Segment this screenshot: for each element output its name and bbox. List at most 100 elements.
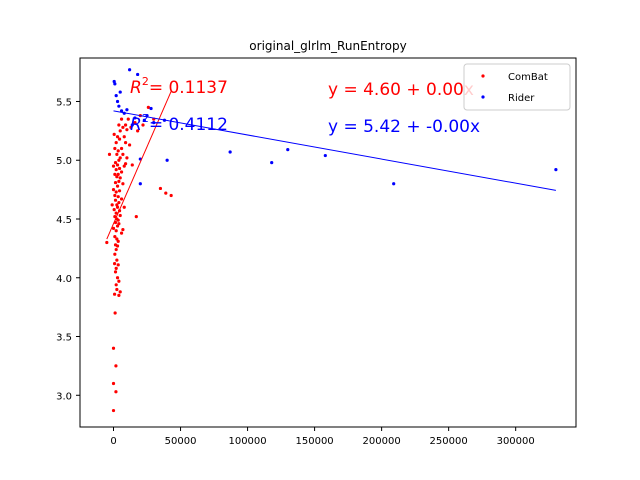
combat-point xyxy=(116,195,120,199)
combat-point xyxy=(121,182,125,186)
combat-point xyxy=(115,276,120,280)
rider-r2-annotation: R2= 0.4112 xyxy=(130,112,228,135)
points-layer xyxy=(105,68,558,413)
combat-point xyxy=(113,146,117,151)
combat-point xyxy=(105,240,109,245)
combat-point xyxy=(111,381,116,386)
combat-point xyxy=(107,152,112,156)
combat-r2-value: = 0.1137 xyxy=(149,78,228,98)
combat-point xyxy=(115,135,120,139)
combat-point xyxy=(114,364,118,368)
combat-point xyxy=(123,123,128,127)
combat-point xyxy=(117,279,121,283)
combat-point xyxy=(115,184,120,188)
combat-point xyxy=(114,229,118,233)
rider-equation-annotation: y = 5.42 + -0.00x xyxy=(328,117,480,137)
combat-point xyxy=(115,175,119,179)
chart-title: original_glrlm_RunEntropy xyxy=(249,39,406,53)
combat-point xyxy=(117,137,122,141)
combat-point xyxy=(119,170,124,174)
combat-point xyxy=(113,235,117,239)
legend-marker-rider xyxy=(481,95,485,99)
combat-point xyxy=(118,213,122,218)
combat-point xyxy=(126,117,130,121)
combat-point xyxy=(117,293,121,297)
combat-point xyxy=(115,258,119,262)
rider-point xyxy=(286,148,290,152)
combat-point xyxy=(113,193,117,198)
legend: ComBat Rider xyxy=(463,63,571,111)
rider-r2-value: = 0.4112 xyxy=(149,115,228,135)
rider-point xyxy=(165,158,169,162)
combat-point xyxy=(118,176,122,180)
combat-point xyxy=(113,198,118,202)
combat-point xyxy=(123,141,128,145)
combat-point xyxy=(123,162,128,166)
combat-point xyxy=(113,215,117,219)
x-tick-label: 150000 xyxy=(296,436,334,447)
combat-point xyxy=(116,239,120,243)
legend-label-combat: ComBat xyxy=(508,72,548,83)
combat-point xyxy=(114,211,118,215)
y-tick-label: 4.5 xyxy=(56,215,72,226)
rider-point xyxy=(149,106,153,111)
combat-point xyxy=(116,218,120,222)
combat-point xyxy=(129,125,133,129)
combat-point xyxy=(115,287,119,292)
x-tick-label: 100000 xyxy=(228,436,266,447)
combat-point xyxy=(111,188,116,192)
rider-point xyxy=(136,72,140,77)
combat-point xyxy=(122,135,126,139)
combat-point xyxy=(121,152,125,156)
rider-point xyxy=(138,182,142,186)
combat-point xyxy=(121,125,125,129)
rider-point xyxy=(142,118,146,122)
combat-point xyxy=(125,156,129,160)
x-tick-label: 200000 xyxy=(363,436,401,447)
combat-point xyxy=(116,172,120,176)
combat-point xyxy=(119,146,124,151)
combat-point xyxy=(113,252,117,256)
combat-point xyxy=(114,141,118,145)
combat-point xyxy=(114,168,118,172)
combat-point xyxy=(115,205,120,209)
combat-point xyxy=(115,244,120,248)
combat-point xyxy=(116,263,120,267)
combat-point xyxy=(158,186,163,191)
rider-point xyxy=(125,108,129,112)
combat-point xyxy=(146,105,150,109)
combat-point xyxy=(118,156,122,160)
legend-box xyxy=(463,63,571,111)
rider-point xyxy=(115,99,120,104)
legend-marker-combat xyxy=(481,74,485,78)
combat-point xyxy=(114,283,118,287)
combat-point xyxy=(128,143,132,147)
combat-point xyxy=(115,163,120,167)
x-tick-label: 0 xyxy=(110,436,116,447)
x-tick-label: 50000 xyxy=(165,436,197,447)
rider-point xyxy=(130,123,134,127)
combat-point xyxy=(117,200,121,205)
combat-point xyxy=(130,163,134,167)
combat-point xyxy=(118,129,122,133)
combat-point xyxy=(115,224,120,228)
combat-point xyxy=(116,149,120,153)
combat-point xyxy=(110,203,114,207)
y-tick-label: 3.5 xyxy=(56,333,72,344)
combat-point xyxy=(113,270,118,274)
combat-point xyxy=(169,193,173,198)
combat-point xyxy=(122,205,126,209)
combat-point xyxy=(118,290,122,294)
combat-point xyxy=(122,164,126,168)
combat-point xyxy=(117,158,121,162)
combat-point xyxy=(117,166,122,171)
combat-point xyxy=(121,227,125,232)
rider-point xyxy=(128,68,132,72)
combat-point xyxy=(112,208,116,212)
x-tick-label: 250000 xyxy=(430,436,468,447)
combat-point xyxy=(113,180,118,185)
rider-point xyxy=(114,94,118,98)
combat-point xyxy=(117,222,121,226)
rider-point xyxy=(554,168,558,172)
